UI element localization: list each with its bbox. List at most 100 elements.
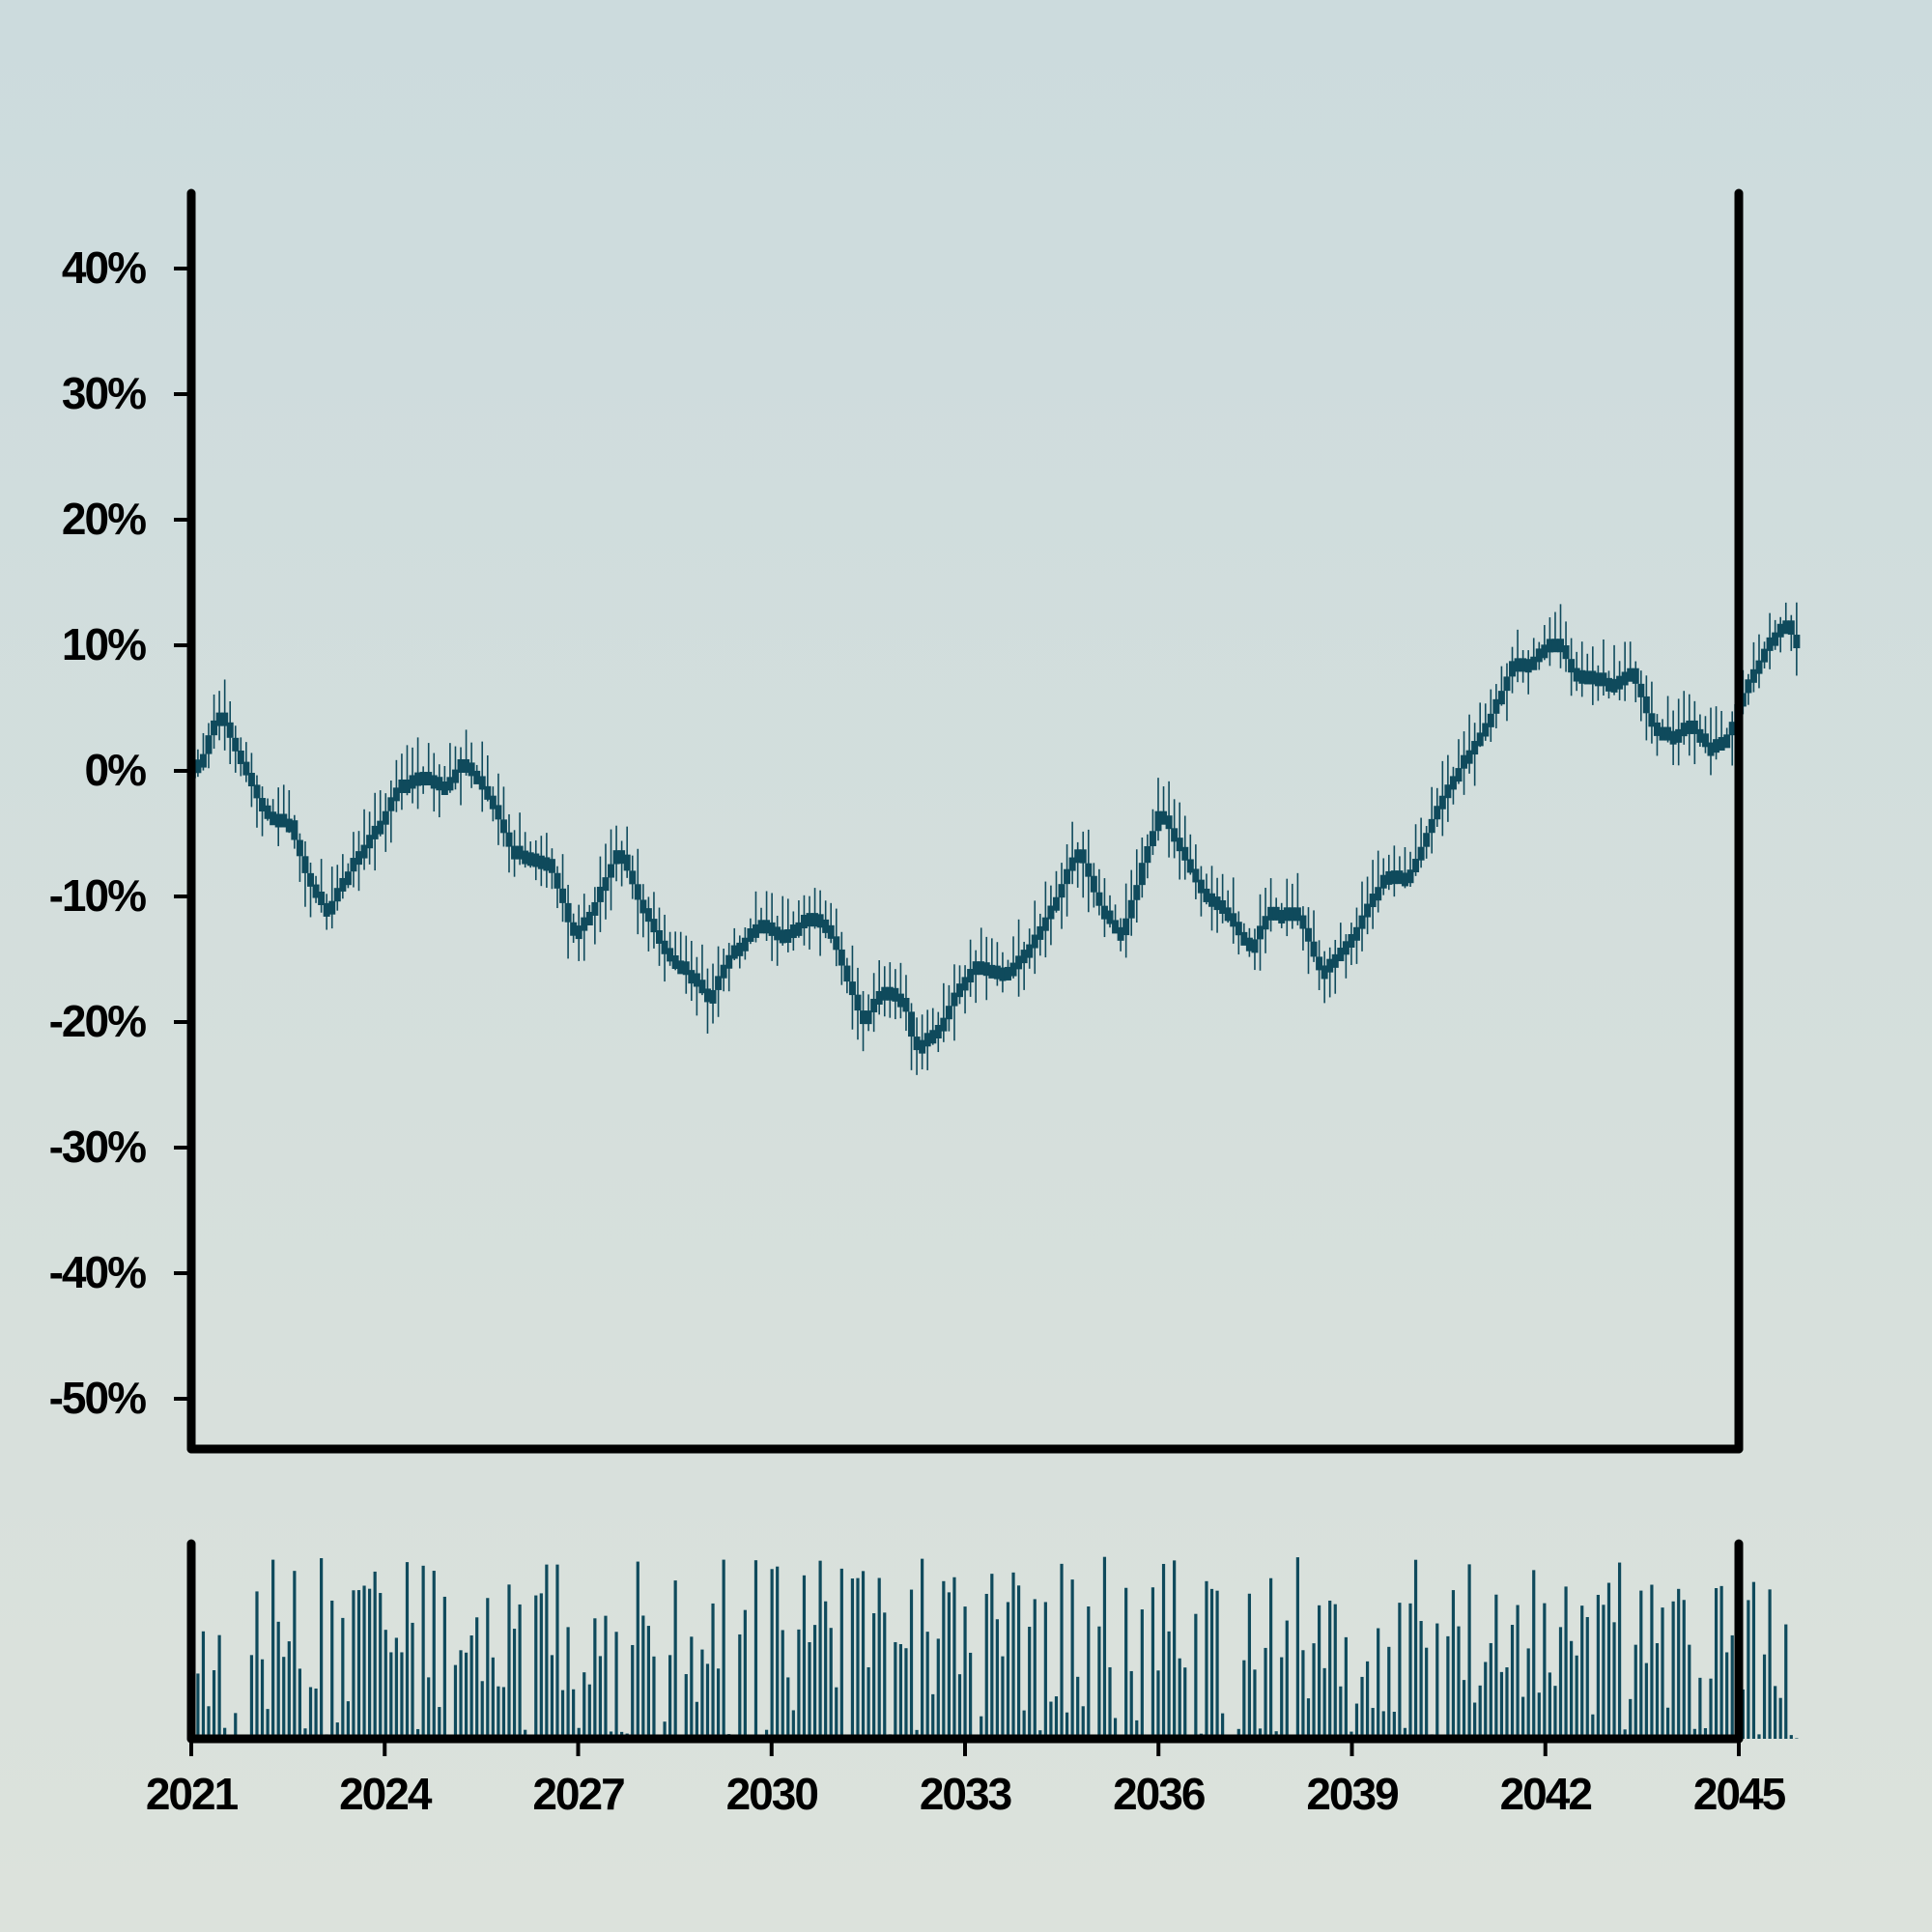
volume-bar — [1081, 1706, 1085, 1739]
candle-body — [870, 998, 878, 1012]
candle-body — [1171, 828, 1179, 842]
candle-body — [896, 993, 904, 1008]
candle-body — [409, 775, 416, 789]
candle-body — [296, 839, 303, 857]
candle-body — [1497, 691, 1505, 705]
candle-body — [328, 900, 336, 915]
volume-bar — [835, 1687, 838, 1739]
candle-body — [499, 819, 507, 834]
candle-body — [822, 919, 830, 933]
y-tick-label: 30% — [62, 368, 146, 418]
volume-bar — [786, 1677, 790, 1739]
candle-body — [1348, 933, 1355, 948]
volume-bar — [512, 1629, 517, 1739]
candle-body — [1299, 915, 1307, 929]
volume-bar — [352, 1590, 355, 1739]
volume-bar — [716, 1668, 721, 1739]
candle-body — [1342, 941, 1350, 955]
candle-body — [382, 810, 389, 825]
candle-body — [543, 857, 551, 871]
candle-body — [1524, 659, 1532, 673]
volume-bar — [1043, 1602, 1047, 1739]
candle-body — [982, 962, 990, 977]
volume-bar — [1033, 1599, 1037, 1739]
volume-bar — [464, 1652, 469, 1739]
volume-bar — [582, 1672, 586, 1739]
candle-body — [1434, 806, 1441, 820]
candle-body — [1616, 675, 1624, 690]
candle-body — [655, 929, 663, 944]
volume-bar — [1049, 1701, 1053, 1739]
volume-bar — [346, 1701, 350, 1739]
volume-bar — [883, 1612, 887, 1739]
volume-bar — [518, 1604, 522, 1739]
volume-bar — [1730, 1634, 1734, 1739]
volume-bar — [1634, 1644, 1637, 1739]
volume-bar — [389, 1652, 393, 1739]
volume-bar — [931, 1693, 935, 1739]
volume-bar — [400, 1652, 404, 1739]
candle-body — [392, 787, 400, 802]
candle-body — [1578, 669, 1586, 684]
candle-body — [1648, 713, 1656, 727]
x-tick-label: 2042 — [1500, 1769, 1592, 1819]
candle-body — [1015, 955, 1023, 970]
volume-bar — [1408, 1603, 1412, 1739]
volume-bar — [984, 1593, 988, 1739]
candle-body — [1240, 931, 1248, 946]
volume-bar — [1022, 1710, 1026, 1739]
candle-body — [457, 758, 465, 773]
volume-bar — [1247, 1593, 1251, 1739]
volume-bar — [303, 1728, 307, 1739]
candle-body — [860, 1010, 867, 1025]
volume-bar — [1789, 1735, 1793, 1739]
candle-body — [468, 762, 475, 777]
candle-body — [344, 871, 352, 886]
candle-body — [1058, 884, 1065, 898]
volume-bar — [1236, 1728, 1240, 1739]
candle-body — [1031, 934, 1038, 949]
volume-bar — [1070, 1579, 1074, 1739]
volume-bar — [276, 1621, 280, 1739]
candle-body — [1064, 868, 1071, 885]
candle-body — [955, 983, 963, 998]
volume-bar — [491, 1657, 495, 1739]
candle-body — [1471, 741, 1479, 755]
volume-bar — [255, 1591, 259, 1739]
candle-body — [763, 920, 771, 934]
candle-body — [1068, 857, 1076, 871]
volume-bar — [829, 1628, 833, 1739]
volume-bar — [705, 1663, 710, 1739]
volume-bar — [1698, 1677, 1702, 1739]
candle-body — [1208, 893, 1216, 907]
candle-body — [677, 960, 685, 975]
candle-body — [1289, 907, 1296, 922]
candle-body — [703, 988, 711, 1003]
candle-body — [929, 1030, 937, 1044]
y-tick-label: 0% — [85, 745, 147, 795]
candle-body — [1675, 728, 1683, 743]
candle-body — [489, 795, 497, 810]
volume-bar — [1451, 1590, 1456, 1739]
candle-body — [1337, 948, 1345, 962]
candle-body — [1358, 915, 1366, 929]
volume-bar — [1398, 1603, 1402, 1739]
volume-bar — [936, 1638, 940, 1739]
candle-body — [333, 888, 341, 902]
volume-bar — [1295, 1557, 1299, 1739]
volume-bar — [438, 1707, 441, 1739]
candle-body — [495, 805, 502, 820]
candle-body — [516, 845, 524, 860]
candle-body — [854, 994, 862, 1011]
volume-bar — [690, 1636, 694, 1739]
volume-bar — [1076, 1676, 1080, 1739]
candle-body — [650, 919, 658, 933]
candle-body — [1144, 845, 1151, 864]
volume-bar — [1682, 1600, 1686, 1739]
candle-body — [259, 798, 267, 812]
volume-bar — [980, 1716, 983, 1739]
candle-body — [1257, 925, 1264, 940]
volume-bar — [824, 1601, 828, 1739]
candle-body — [1728, 722, 1736, 736]
volume-bar — [1585, 1616, 1589, 1739]
